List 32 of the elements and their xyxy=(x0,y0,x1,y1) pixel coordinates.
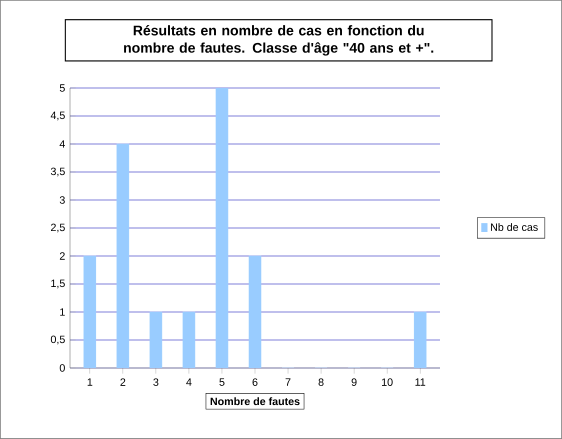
x-axis-title: Nombre de fautes xyxy=(210,397,300,406)
y-tick-label: 1,5 xyxy=(51,280,65,288)
y-tick-label: 2 xyxy=(60,252,65,260)
bar xyxy=(248,256,262,368)
y-tick-label: 2,5 xyxy=(51,224,65,232)
y-tick-label: 5 xyxy=(60,84,65,92)
x-tick-label: 2 xyxy=(120,378,126,386)
x-tick-label: 4 xyxy=(186,378,192,386)
y-tick-label: 0,5 xyxy=(50,336,65,344)
y-tick-label: 4,5 xyxy=(50,112,65,120)
x-tick-label: 9 xyxy=(352,378,357,386)
bar xyxy=(216,88,228,368)
x-tick-label: 5 xyxy=(219,378,224,386)
x-tick-label: 11 xyxy=(415,378,426,386)
y-tick-label: 1 xyxy=(60,308,65,316)
y-tick-label: 0 xyxy=(60,364,65,372)
x-tick-label: 6 xyxy=(252,378,258,386)
bar xyxy=(414,312,426,368)
x-tick-label: 10 xyxy=(382,378,393,386)
bar xyxy=(84,256,96,368)
bar xyxy=(182,312,196,368)
bar xyxy=(150,312,162,368)
y-tick-label: 3,5 xyxy=(50,168,65,176)
chart-title: Résultats en nombre de cas en fonction du nombre de fautes. Classe d'âge "40 ans et +". xyxy=(124,25,434,56)
y-tick-label: 3 xyxy=(60,196,65,204)
legend-label: Nb de cas xyxy=(491,223,538,231)
y-tick-label: 4 xyxy=(60,140,65,148)
x-tick-label: 8 xyxy=(318,378,324,386)
bar xyxy=(116,144,130,368)
x-tick-label: 3 xyxy=(153,378,158,386)
x-tick-label: 1 xyxy=(88,378,92,386)
x-tick-label: 7 xyxy=(286,378,290,386)
